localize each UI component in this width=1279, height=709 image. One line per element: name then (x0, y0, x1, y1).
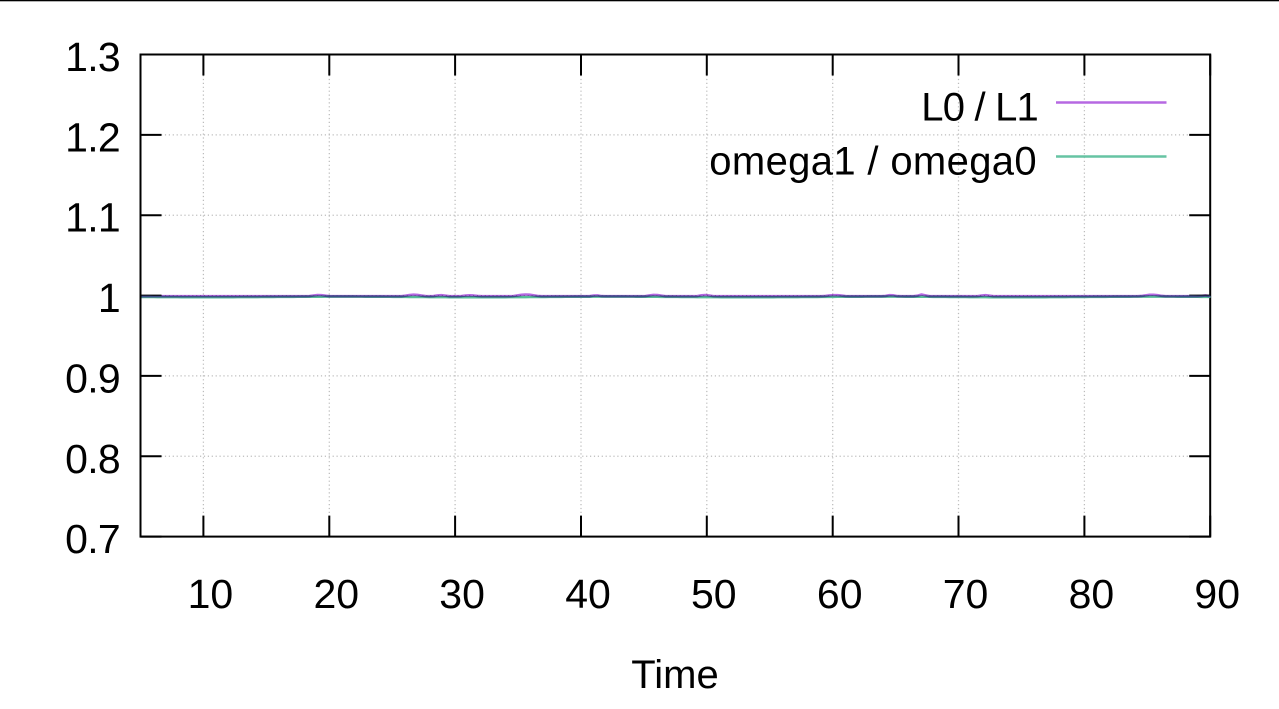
svg-text:20: 20 (313, 571, 359, 617)
svg-text:0.8: 0.8 (65, 436, 120, 482)
svg-text:1.1: 1.1 (65, 195, 120, 241)
svg-text:0.9: 0.9 (65, 355, 120, 401)
svg-text:80: 80 (1069, 571, 1115, 617)
svg-text:30: 30 (439, 571, 485, 617)
svg-text:1.3: 1.3 (65, 34, 120, 80)
svg-text:0.7: 0.7 (65, 516, 120, 562)
svg-text:60: 60 (817, 571, 863, 617)
svg-text:10: 10 (188, 571, 234, 617)
svg-text:Time: Time (631, 653, 718, 697)
svg-text:70: 70 (943, 571, 989, 617)
svg-text:1: 1 (98, 275, 120, 321)
svg-text:50: 50 (691, 571, 737, 617)
svg-text:L0 / L1: L0 / L1 (921, 86, 1038, 130)
svg-text:40: 40 (565, 571, 611, 617)
svg-text:90: 90 (1194, 571, 1240, 617)
svg-text:1.2: 1.2 (65, 114, 120, 160)
svg-text:omega1 / omega0: omega1 / omega0 (709, 140, 1037, 184)
